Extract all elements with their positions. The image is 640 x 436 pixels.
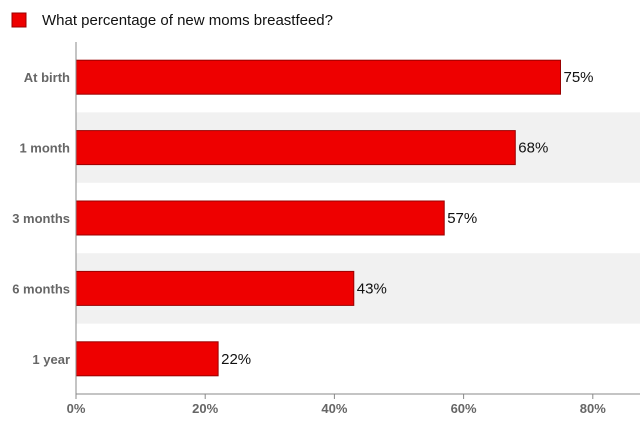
x-tick-label: 60%	[451, 401, 477, 416]
bar	[75, 270, 355, 306]
bar	[75, 59, 561, 95]
bar	[75, 200, 445, 236]
bar	[75, 130, 516, 166]
x-axis: 0% 20% 40% 60% 80%	[67, 42, 640, 416]
bars	[75, 59, 561, 377]
data-label: 75%	[564, 69, 594, 86]
legend-label: What percentage of new moms breastfeed?	[42, 12, 333, 29]
x-tick-label: 40%	[321, 401, 347, 416]
data-label: 68%	[518, 140, 548, 157]
legend: What percentage of new moms breastfeed?	[11, 12, 333, 29]
x-tick-label: 0%	[67, 401, 86, 416]
bar	[75, 341, 219, 377]
category-label: 1 year	[32, 352, 70, 367]
x-tick-label: 20%	[192, 401, 218, 416]
category-label: At birth	[24, 70, 70, 85]
data-label: 57%	[447, 210, 477, 227]
category-label: 3 months	[12, 211, 70, 226]
row-bands	[76, 112, 640, 324]
x-tick-label: 80%	[580, 401, 606, 416]
data-labels: 75% 68% 57% 43% 22%	[221, 69, 593, 368]
category-label: 6 months	[12, 281, 70, 296]
category-label: 1 month	[19, 141, 70, 156]
data-label: 22%	[221, 351, 251, 368]
legend-swatch	[11, 12, 27, 28]
category-labels: At birth 1 month 3 months 6 months 1 year	[12, 70, 70, 367]
data-label: 43%	[357, 280, 387, 297]
